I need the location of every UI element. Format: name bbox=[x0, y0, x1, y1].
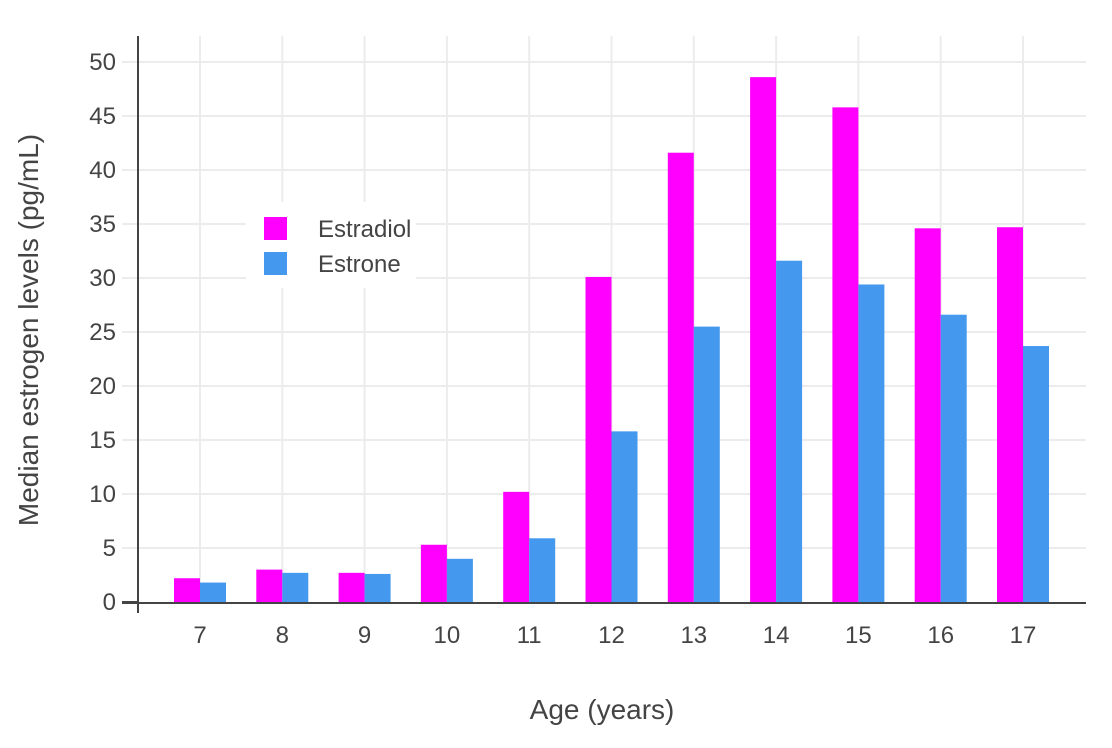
bar-estrone-age-14[interactable] bbox=[776, 260, 803, 602]
x-tick-label-12: 12 bbox=[598, 622, 625, 649]
x-tick-label-16: 16 bbox=[927, 622, 954, 649]
bar-series bbox=[174, 77, 1049, 603]
legend-swatch-estrone bbox=[264, 252, 287, 275]
y-tick-label-20: 20 bbox=[89, 373, 116, 400]
bar-estradiol-age-10[interactable] bbox=[420, 544, 447, 602]
bar-estrone-age-12[interactable] bbox=[611, 431, 638, 602]
y-tick-label-40: 40 bbox=[89, 157, 116, 184]
bar-estrone-age-15[interactable] bbox=[858, 284, 885, 602]
bar-estradiol-age-12[interactable] bbox=[585, 276, 612, 602]
bar-estrone-age-8[interactable] bbox=[282, 572, 309, 602]
bar-estrone-age-13[interactable] bbox=[693, 326, 720, 602]
y-tick-label-5: 5 bbox=[103, 535, 116, 562]
bar-estradiol-age-13[interactable] bbox=[667, 152, 694, 602]
bar-estrone-age-17[interactable] bbox=[1023, 346, 1049, 602]
y-tick-label-0: 0 bbox=[103, 589, 116, 616]
bar-estrone-age-11[interactable] bbox=[529, 538, 556, 602]
bar-estradiol-age-11[interactable] bbox=[503, 491, 530, 602]
bar-estradiol-age-16[interactable] bbox=[914, 228, 941, 602]
legend-label-estradiol: Estradiol bbox=[318, 216, 411, 243]
y-tick-label-25: 25 bbox=[89, 319, 116, 346]
x-tick-label-8: 8 bbox=[276, 622, 289, 649]
x-tick-label-9: 9 bbox=[358, 622, 371, 649]
bar-estradiol-age-8[interactable] bbox=[256, 569, 283, 602]
y-axis-title: Median estrogen levels (pg/mL) bbox=[13, 134, 44, 526]
y-tick-label-15: 15 bbox=[89, 427, 116, 454]
legend-item-estrone[interactable]: Estrone bbox=[264, 251, 401, 278]
legend-label-estrone: Estrone bbox=[318, 251, 401, 278]
x-tick-label-7: 7 bbox=[193, 622, 206, 649]
bar-estradiol-age-15[interactable] bbox=[832, 107, 859, 603]
bar-estrone-age-10[interactable] bbox=[446, 558, 473, 602]
bar-estradiol-age-7[interactable] bbox=[174, 578, 200, 602]
bar-estrone-age-9[interactable] bbox=[364, 573, 391, 602]
y-tick-label-35: 35 bbox=[89, 211, 116, 238]
legend-item-estradiol[interactable]: Estradiol bbox=[264, 216, 411, 243]
x-tick-label-17: 17 bbox=[1010, 622, 1037, 649]
y-axis-tick-labels: 0 5 10 15 20 25 30 35 40 45 50 bbox=[89, 49, 116, 616]
bar-estradiol-age-17[interactable] bbox=[997, 227, 1023, 603]
bar-estradiol-age-9[interactable] bbox=[338, 572, 365, 602]
bar-estrone-age-16[interactable] bbox=[940, 314, 967, 602]
y-tick-label-50: 50 bbox=[89, 49, 116, 76]
legend-swatch-estradiol bbox=[264, 217, 287, 240]
x-axis-tick-labels: 7 8 9 10 11 12 13 14 15 16 17 bbox=[193, 622, 1036, 649]
y-tick-label-30: 30 bbox=[89, 265, 116, 292]
x-tick-label-10: 10 bbox=[434, 622, 461, 649]
axes bbox=[122, 36, 1086, 613]
x-tick-label-13: 13 bbox=[680, 622, 707, 649]
y-tick-label-45: 45 bbox=[89, 103, 116, 130]
bar-estradiol-age-14[interactable] bbox=[750, 77, 777, 603]
x-tick-label-15: 15 bbox=[845, 622, 872, 649]
x-tick-label-14: 14 bbox=[763, 622, 790, 649]
x-tick-label-11: 11 bbox=[517, 622, 542, 649]
x-axis-title: Age (years) bbox=[530, 694, 675, 725]
legend: Estradiol Estrone bbox=[246, 202, 416, 288]
bar-estrone-age-7[interactable] bbox=[200, 582, 226, 602]
y-tick-label-10: 10 bbox=[89, 481, 116, 508]
